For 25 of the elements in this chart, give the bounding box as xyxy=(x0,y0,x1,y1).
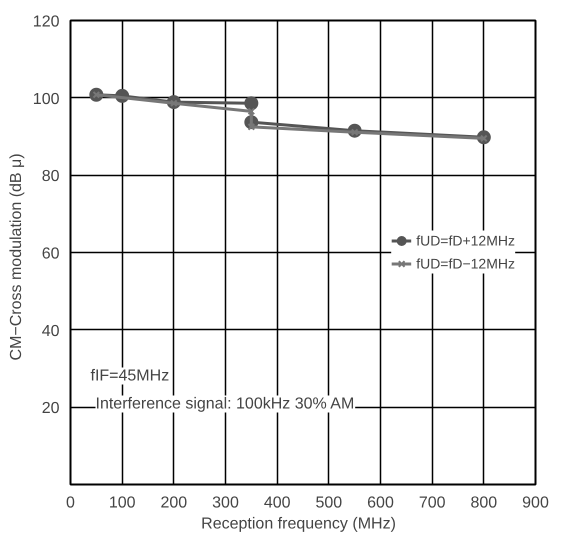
legend-label: fUD=fD−12MHz xyxy=(416,256,515,272)
y-axis-title: CM−Cross modulation (dB μ) xyxy=(8,153,25,360)
y-tick-label: 40 xyxy=(42,322,60,340)
x-tick-label: 900 xyxy=(522,494,549,512)
y-tick-label: 20 xyxy=(42,400,60,418)
x-tick-label: 400 xyxy=(264,494,291,512)
y-tick-label: 100 xyxy=(32,90,60,108)
point xyxy=(248,123,256,131)
x-tick-label: 200 xyxy=(160,494,188,512)
annotation: fIF=45MHz xyxy=(90,368,170,384)
y-tick-label: 80 xyxy=(42,168,60,186)
x-tick-label: 100 xyxy=(108,494,136,512)
x-tick-label: 0 xyxy=(66,494,76,512)
annotation: Interference signal: 100kHz 30% AM xyxy=(96,396,354,412)
x-tick-label: 300 xyxy=(212,494,239,512)
x-tick-label: 600 xyxy=(367,494,394,512)
point xyxy=(248,108,256,116)
x-tick-label: 500 xyxy=(315,494,342,512)
y-tick-label: 60 xyxy=(42,246,60,262)
point xyxy=(244,96,258,110)
y-tick-label: 120 xyxy=(32,14,60,30)
x-tick-label: 800 xyxy=(470,494,498,512)
x-axis-title: Reception frequency (MHz) xyxy=(201,516,396,532)
legend-label: fUD=fD+12MHz xyxy=(416,232,515,248)
x-tick-label: 700 xyxy=(418,494,446,512)
